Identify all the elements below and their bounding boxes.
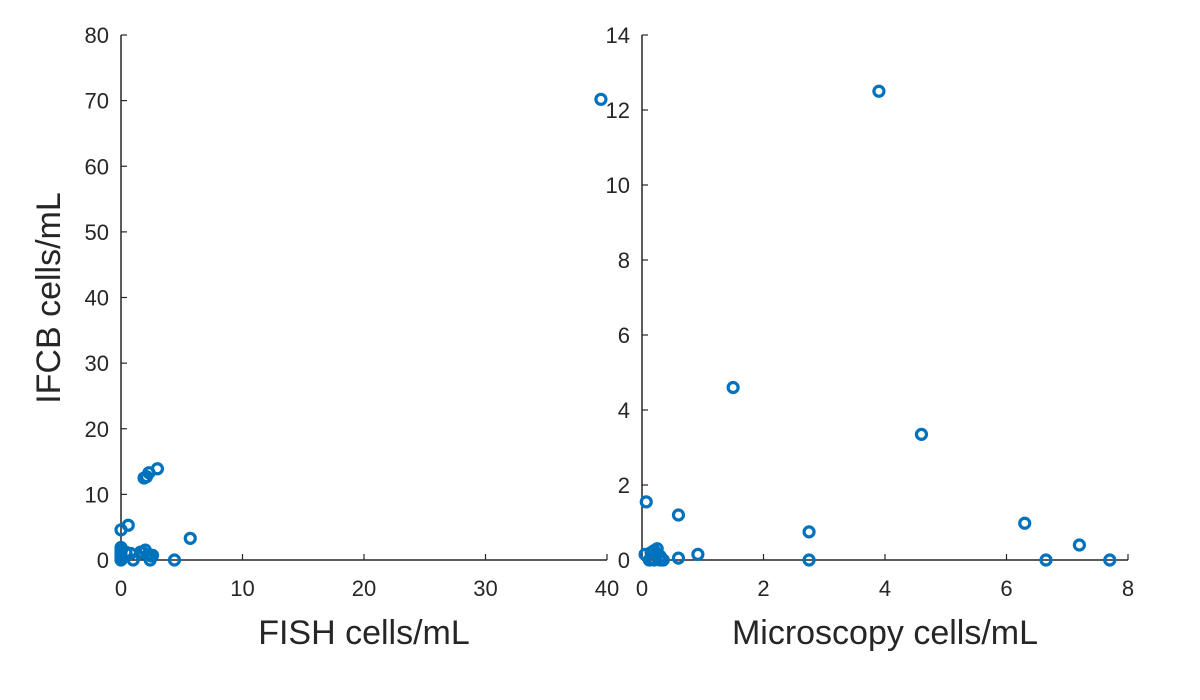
left-y-tick-label: 50 bbox=[85, 220, 109, 245]
left-y-tick-label: 0 bbox=[97, 548, 109, 573]
left-data-point bbox=[126, 553, 140, 567]
right-x-axis-label: Microscopy cells/mL bbox=[732, 614, 1038, 652]
right-y-tick-label: 14 bbox=[606, 23, 630, 48]
left-y-tick-label: 20 bbox=[85, 417, 109, 442]
left-data-point bbox=[145, 548, 160, 563]
left-data-point bbox=[183, 531, 197, 545]
right-data-point bbox=[671, 508, 686, 522]
left-x-tick-label: 20 bbox=[352, 576, 376, 601]
left-x-tick-label: 10 bbox=[230, 576, 254, 601]
right-x-tick-label: 4 bbox=[879, 576, 891, 601]
right-data-point bbox=[1103, 553, 1117, 567]
right-y-tick-label: 10 bbox=[606, 173, 630, 198]
right-x-tick-label: 2 bbox=[757, 576, 769, 601]
right-data-point bbox=[671, 551, 686, 565]
right-x-tick-label: 8 bbox=[1122, 576, 1134, 601]
right-data-point bbox=[914, 427, 929, 441]
right-data-point bbox=[691, 547, 705, 561]
right-x-tick-label: 6 bbox=[1000, 576, 1012, 601]
right-data-point bbox=[1018, 516, 1032, 530]
right-data-point bbox=[802, 553, 816, 567]
right-data-point bbox=[1072, 538, 1087, 552]
left-data-point bbox=[150, 462, 165, 476]
right-data-point bbox=[872, 84, 886, 98]
right-y-tick-label: 12 bbox=[606, 98, 630, 123]
right-x-tick-label: 0 bbox=[636, 576, 648, 601]
left-y-tick-label: 80 bbox=[85, 23, 109, 48]
right-y-tick-label: 6 bbox=[618, 323, 630, 348]
left-y-tick-label: 40 bbox=[85, 286, 109, 311]
right-y-tick-label: 8 bbox=[618, 248, 630, 273]
left-x-tick-label: 30 bbox=[473, 576, 497, 601]
left-y-tick-label: 60 bbox=[85, 154, 109, 179]
right-data-point bbox=[1039, 553, 1053, 567]
right-data-point bbox=[726, 380, 740, 395]
left-y-axis-label: IFCB cells/mL bbox=[30, 192, 68, 404]
left-data-point bbox=[594, 92, 608, 106]
right-data-point bbox=[639, 495, 653, 509]
right-data-point bbox=[650, 547, 664, 561]
right-scatter-panel: Microscopy cells/mL 0 2 4 6 8 0 2 4 6 8 10 12 14 bbox=[606, 23, 1135, 652]
left-x-axis-label: FISH cells/mL bbox=[258, 614, 470, 652]
right-data-point bbox=[802, 525, 816, 539]
left-x-tick-label: 0 bbox=[115, 576, 127, 601]
right-y-tick-label: 4 bbox=[618, 398, 630, 423]
left-y-tick-label: 70 bbox=[85, 89, 109, 114]
left-scatter-panel: FISH cells/mL IFCB cells/mL 0 10 20 30 40 0 10… bbox=[30, 23, 619, 652]
left-y-tick-label: 10 bbox=[85, 482, 109, 507]
left-data-point bbox=[121, 518, 135, 532]
left-x-tick-label: 40 bbox=[595, 576, 619, 601]
left-y-tick-label: 30 bbox=[85, 351, 109, 376]
right-y-tick-label: 0 bbox=[618, 548, 630, 573]
left-data-point bbox=[167, 553, 182, 567]
right-y-tick-label: 2 bbox=[618, 473, 630, 498]
